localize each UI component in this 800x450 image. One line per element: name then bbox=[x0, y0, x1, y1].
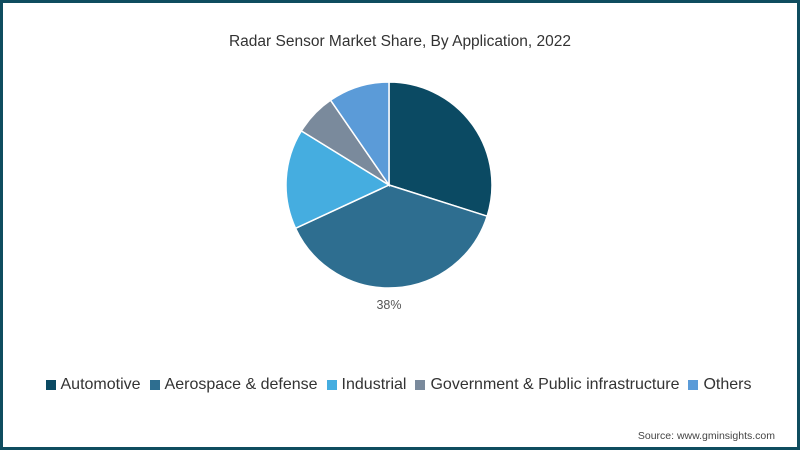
legend-label: Aerospace & defense bbox=[164, 376, 318, 393]
pie-slice-aerospace[interactable] bbox=[294, 184, 489, 289]
source-note: Source: www.gminsights.com bbox=[637, 430, 775, 442]
legend-item-industrial[interactable]: Industrial bbox=[326, 376, 407, 394]
legend-item-government[interactable]: Government & Public infrastructure bbox=[415, 376, 679, 394]
legend-label: Government & Public infrastructure bbox=[430, 376, 680, 393]
legend-item-others[interactable]: Others bbox=[688, 376, 751, 394]
pie-slice-automotive[interactable] bbox=[388, 81, 493, 218]
legend-swatch bbox=[149, 380, 160, 390]
legend-item-automotive[interactable]: Automotive bbox=[45, 376, 141, 394]
legend-item-aerospace[interactable]: Aerospace & defense bbox=[149, 376, 318, 394]
legend-label: Others bbox=[703, 376, 752, 393]
legend-swatch bbox=[688, 380, 699, 390]
chart-title: Radar Sensor Market Share, By Applicatio… bbox=[228, 33, 572, 50]
data-label-aerospace: 38% bbox=[376, 298, 402, 312]
legend-swatch bbox=[415, 380, 426, 390]
legend-swatch bbox=[45, 380, 56, 390]
legend-label: Automotive bbox=[60, 376, 141, 393]
legend-swatch bbox=[326, 380, 337, 390]
legend: Automotive Aerospace & defense Industria… bbox=[3, 376, 800, 394]
pie-slice-others[interactable] bbox=[329, 81, 390, 188]
pie-slices bbox=[285, 81, 493, 289]
legend-label: Industrial bbox=[341, 376, 407, 393]
pie-slice-industrial[interactable] bbox=[285, 129, 391, 230]
